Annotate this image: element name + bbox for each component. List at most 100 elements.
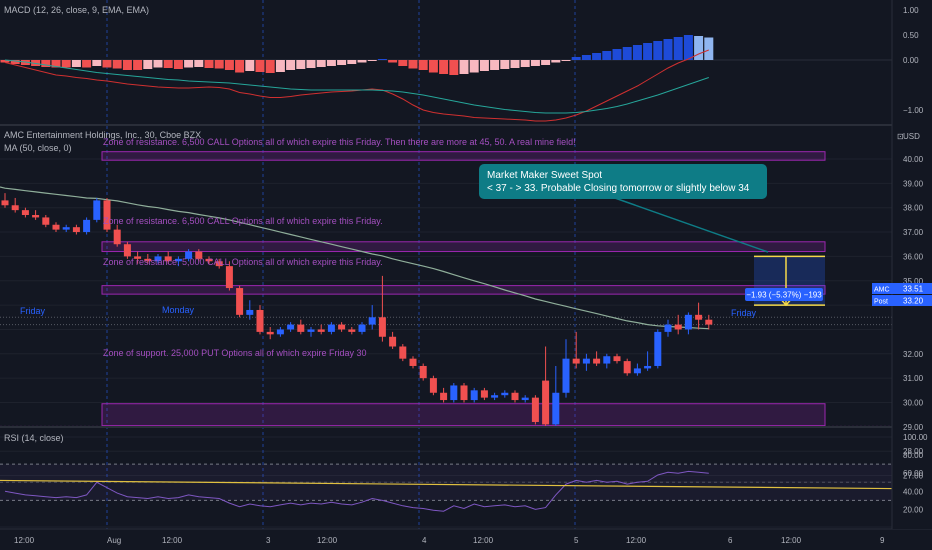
macd-bar [367, 60, 377, 61]
symbol-badge[interactable] [872, 283, 892, 294]
axis-tick-label: 32.00 [903, 350, 924, 359]
time-axis[interactable]: 12:00 Aug 12:00 3 12:00 4 12:00 5 12:00 … [14, 536, 885, 545]
macd-bar [612, 49, 622, 60]
change-label: −1.93 (−5.37%) −193 [746, 291, 822, 300]
zone-label: Zone of resistance. 5,000 CALL Options a… [103, 257, 383, 267]
candle-body [225, 266, 233, 289]
candle-body [399, 346, 407, 359]
callout-box[interactable] [479, 164, 767, 199]
macd-label[interactable]: MACD (12, 26, close, 9, EMA, EMA) [4, 5, 149, 15]
candle-body [419, 365, 427, 379]
candle-body [593, 358, 601, 364]
axis-tick-label: 28.00 [903, 447, 924, 456]
day-label: Monday [162, 305, 195, 315]
lock-icon[interactable]: ⊡ [897, 132, 904, 141]
price-badge[interactable] [892, 283, 932, 294]
time-label: 12:00 [317, 536, 338, 545]
candle-body [134, 256, 142, 259]
axis-tick-label: −1.00 [903, 106, 924, 115]
macd-bar [592, 53, 602, 60]
option-zones[interactable] [0, 151, 892, 427]
axis-tick-label: 1.00 [903, 6, 919, 15]
symbol-title[interactable]: AMC Entertainment Holdings, Inc., 30, Cb… [4, 130, 201, 140]
candle-body [470, 390, 478, 401]
candle-body [603, 356, 611, 364]
axis-tick-label: 40.00 [903, 487, 924, 496]
axis-tick-label: 100.00 [903, 433, 928, 442]
currency-label[interactable]: USD [903, 132, 920, 141]
candle-body [623, 361, 631, 374]
macd-bar [255, 60, 265, 72]
candle-body [409, 358, 417, 366]
axis-tick-label: 36.00 [903, 252, 924, 261]
time-label: 12:00 [781, 536, 802, 545]
candle-body [368, 317, 376, 325]
macd-series [0, 35, 892, 122]
macd-bar [102, 60, 112, 68]
callout-pointer [611, 196, 769, 253]
macd-bar [520, 60, 530, 67]
candle-body [480, 390, 488, 398]
macd-bar [0, 60, 10, 63]
post-badge[interactable] [872, 295, 892, 306]
candle-body [11, 205, 19, 211]
candle-body [644, 365, 652, 369]
zone-label: Zone of resistance. 6,500 CALL Options a… [103, 216, 383, 226]
axis-tick-label: 37.00 [903, 228, 924, 237]
candle-body [664, 324, 672, 332]
macd-bar [551, 60, 561, 63]
rsi-trend-line [0, 479, 893, 490]
axis-tick-label: 31.00 [903, 374, 924, 383]
macd-bar [500, 60, 510, 69]
macd-bar [61, 60, 71, 68]
macd-bar [428, 60, 438, 73]
macd-bar [51, 60, 61, 68]
candle-body [256, 309, 264, 332]
macd-bar [377, 59, 387, 60]
candle-body [542, 380, 550, 425]
macd-bar [490, 60, 500, 70]
day-label: Friday [731, 308, 757, 318]
post-price-badge[interactable] [892, 295, 932, 306]
time-label: 3 [266, 536, 271, 545]
ma-label[interactable]: MA (50, close, 0) [4, 143, 72, 153]
macd-bar [561, 60, 571, 61]
ma-line [0, 186, 709, 330]
candle-body [378, 317, 386, 337]
macd-bar [286, 60, 296, 70]
candle-body [582, 358, 590, 364]
candlestick-series[interactable] [1, 193, 713, 427]
rsi-label[interactable]: RSI (14, close) [4, 433, 64, 443]
macd-bar [214, 60, 224, 69]
candle-body [450, 385, 458, 401]
macd-bar [184, 60, 194, 68]
candle-body [348, 329, 356, 332]
change-badge[interactable] [745, 288, 823, 301]
candle-body [83, 219, 91, 233]
macd-bar [694, 36, 704, 60]
candle-body [389, 336, 397, 347]
macd-bar [673, 37, 683, 60]
candle-body [93, 200, 101, 220]
macd-bar [112, 60, 122, 69]
candle-body [236, 288, 244, 315]
macd-bar [663, 39, 673, 60]
macd-bar [296, 60, 306, 69]
callout-line-1: Market Maker Sweet Spot [487, 170, 602, 181]
candle-body [287, 324, 295, 330]
macd-bar [398, 60, 408, 66]
zone-label: Zone of support. 25,000 PUT Options all … [103, 348, 366, 358]
macd-bar [357, 60, 367, 63]
time-label: 6 [728, 536, 733, 545]
candle-body [327, 324, 335, 332]
axis-tick-label: 0.00 [903, 56, 919, 65]
candle-body [338, 324, 346, 330]
symbol-badge-name: AMC [874, 287, 890, 294]
axis-tick-label: 60.00 [903, 469, 924, 478]
candle-body [552, 392, 560, 425]
macd-bar [153, 60, 163, 68]
price-scale[interactable] [892, 0, 932, 529]
macd-bar [459, 60, 469, 74]
